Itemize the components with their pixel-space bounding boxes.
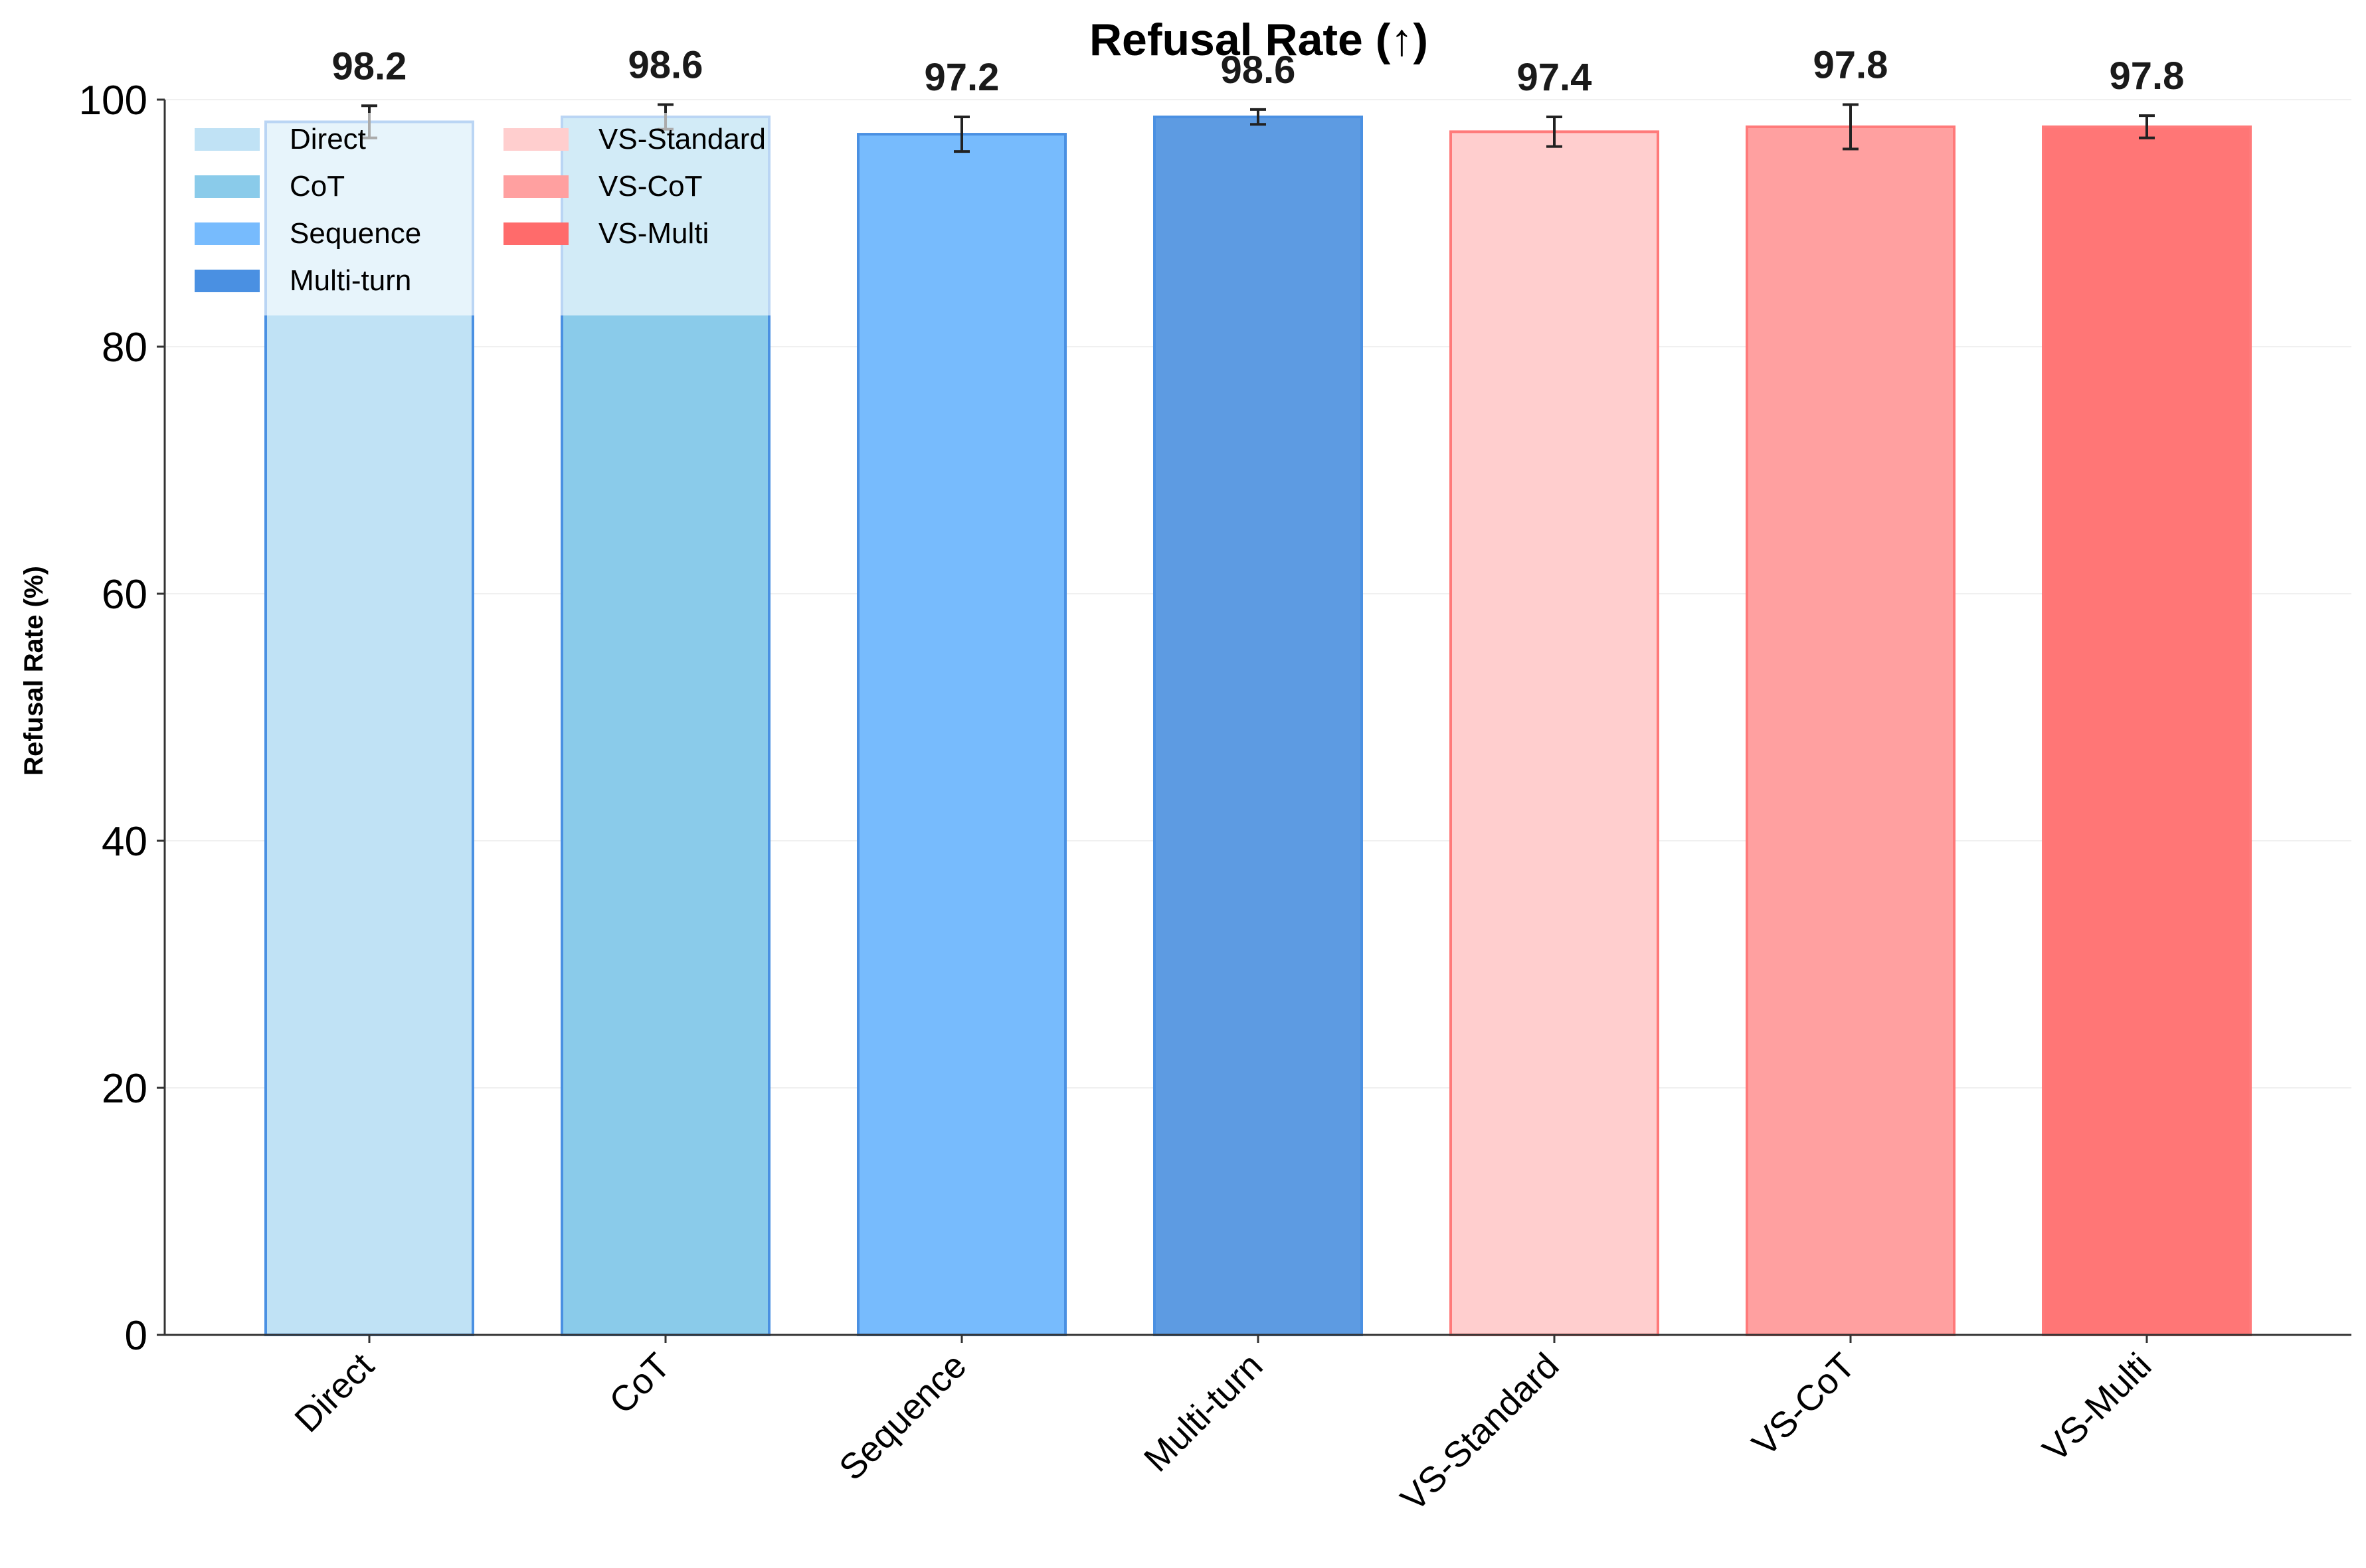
legend: Direct CoT Sequence Multi-turn VS-Standard VS… bbox=[178, 113, 796, 315]
chart-title: Refusal Rate (↑) bbox=[1089, 15, 1428, 65]
legend-label: Sequence bbox=[290, 217, 421, 250]
bar bbox=[1153, 116, 1363, 1336]
value-label: 98.6 bbox=[1221, 48, 1296, 92]
bar bbox=[1449, 130, 1659, 1337]
legend-swatch bbox=[503, 222, 569, 245]
y-tick-label: 40 bbox=[102, 819, 147, 865]
y-tick-label: 20 bbox=[102, 1066, 147, 1112]
bar bbox=[2042, 125, 2252, 1336]
legend-box bbox=[178, 113, 796, 315]
bar bbox=[264, 120, 474, 1337]
y-axis-label: Refusal Rate (%) bbox=[19, 566, 48, 776]
bar bbox=[857, 133, 1067, 1337]
y-tick-label: 80 bbox=[102, 325, 147, 371]
legend-swatch bbox=[503, 128, 569, 151]
value-label: 97.4 bbox=[1517, 56, 1592, 99]
value-label: 97.8 bbox=[2110, 54, 2185, 98]
legend-swatch bbox=[195, 222, 260, 245]
legend-label: Direct bbox=[290, 123, 366, 155]
legend-label: Multi-turn bbox=[290, 264, 411, 297]
value-label: 98.6 bbox=[628, 43, 703, 86]
value-label: 98.2 bbox=[332, 44, 407, 88]
bar bbox=[561, 116, 771, 1336]
legend-label: VS-Standard bbox=[598, 123, 766, 155]
legend-swatch bbox=[195, 128, 260, 151]
legend-swatch bbox=[195, 175, 260, 198]
y-tick-label: 100 bbox=[79, 78, 147, 124]
value-label: 97.2 bbox=[925, 56, 1000, 99]
bars bbox=[264, 103, 2252, 1337]
value-labels: 98.2 98.6 97.2 98.6 97.4 97.8 97.8 bbox=[332, 43, 2185, 99]
legend-swatch bbox=[503, 175, 569, 198]
y-tick-label: 60 bbox=[102, 572, 147, 618]
y-tick-label: 0 bbox=[125, 1313, 147, 1359]
legend-label: VS-CoT bbox=[598, 170, 702, 203]
legend-label: CoT bbox=[290, 170, 345, 203]
legend-label: VS-Multi bbox=[598, 217, 709, 250]
legend-swatch bbox=[195, 270, 260, 292]
value-label: 97.8 bbox=[1813, 43, 1888, 86]
bar bbox=[1746, 125, 1956, 1336]
